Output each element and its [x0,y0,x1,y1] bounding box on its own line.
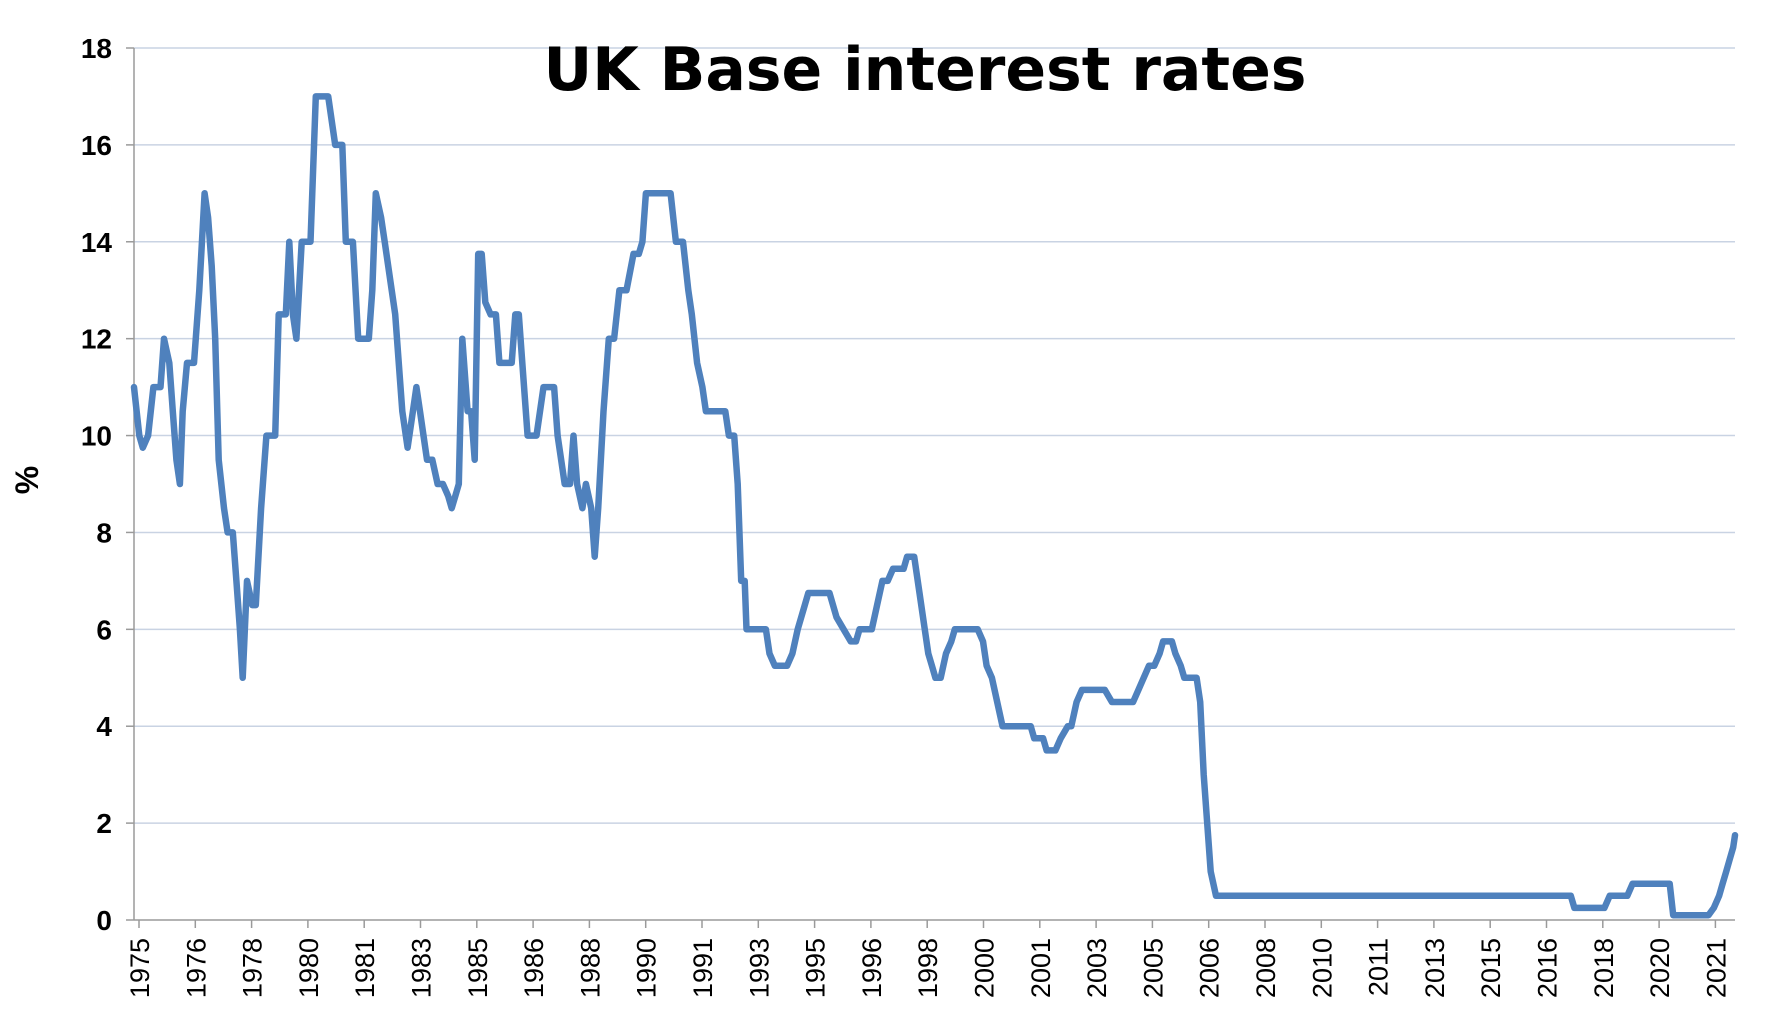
chart-title: UK Base interest rates [543,35,1306,105]
x-tick-label: 1998 [913,938,943,998]
y-tick-labels: 0 2 4 6 8 10 12 14 16 18 [81,33,113,936]
x-tick-label: 1995 [801,938,831,998]
y-tick-label: 12 [81,324,112,355]
x-tick-labels: 1975 1976 1978 1980 1981 1983 1985 1986 1988 1990… [125,938,1731,998]
y-tick-label: 6 [96,614,112,645]
x-tick-label: 1996 [857,938,887,998]
x-tick-label: 1981 [350,938,380,998]
x-tick-label: 2010 [1307,938,1337,998]
axes [126,47,1735,928]
x-tick-label: 1988 [575,938,605,998]
series [130,93,1739,919]
y-tick-label: 14 [81,227,113,258]
x-tick-label: 2005 [1138,938,1168,998]
x-tick-label: 1985 [463,938,493,998]
x-tick-label: 2011 [1364,938,1394,996]
x-tick-label: 2020 [1645,938,1675,998]
x-tick-label: 2000 [970,938,1000,998]
x-tick-label: 2001 [1026,938,1056,998]
y-tick-label: 4 [96,711,112,742]
x-tick-label: 1991 [688,938,718,998]
x-tick-label: 2006 [1195,938,1225,998]
x-tick-label: 2016 [1533,938,1563,998]
x-tick-label: 1978 [238,938,268,998]
gridlines [134,47,1735,824]
x-tick-label: 1975 [125,938,155,998]
x-tick-label: 1990 [632,938,662,998]
series-line [130,93,1739,919]
y-tick-label: 0 [96,905,112,936]
y-axis-label: % [9,466,45,494]
y-tick-label: 10 [81,421,112,452]
x-tick-label: 2015 [1476,938,1506,998]
x-tick-label: 1976 [181,938,211,998]
y-tick-label: 16 [81,130,112,161]
x-tick-label: 2013 [1420,938,1450,998]
x-tick-label: 2021 [1701,938,1731,998]
y-tick-label: 2 [96,808,112,839]
y-tick-label: 18 [81,33,112,64]
x-tick-label: 1993 [744,938,774,998]
x-tick-label: 1983 [407,938,437,998]
x-tick-label: 1980 [294,938,324,998]
x-tick-label: 2003 [1082,938,1112,998]
x-tick-label: 1986 [519,938,549,998]
x-tick-label: 2018 [1589,938,1619,998]
x-tick-label: 2008 [1251,938,1281,998]
y-tick-label: 8 [96,517,112,548]
